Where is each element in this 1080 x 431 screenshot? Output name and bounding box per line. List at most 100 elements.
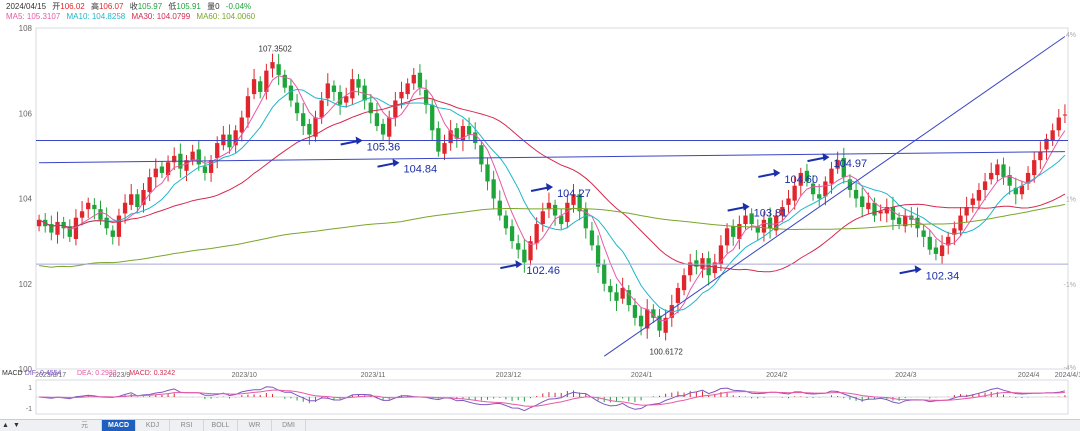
candle-body	[626, 290, 631, 306]
candle-body	[67, 226, 72, 237]
candle-body	[460, 126, 466, 141]
volume-value: 0	[215, 2, 220, 11]
candle-body	[595, 245, 601, 267]
macd-legend-1: DIF: 0.4554	[25, 370, 62, 377]
candle-body	[915, 217, 920, 229]
right-tick-label: 1%	[1066, 197, 1076, 204]
candle-body	[651, 309, 656, 318]
open-value: 106.02	[60, 2, 85, 11]
y-tick-label: 108	[19, 24, 33, 33]
candle-body	[503, 215, 509, 229]
plot-frame	[35, 27, 1069, 370]
candle-body	[540, 211, 545, 225]
candle-body	[98, 209, 103, 220]
candle-body	[534, 224, 539, 244]
candle-body	[804, 170, 810, 182]
candle-body	[331, 85, 337, 92]
macd-dea-line	[39, 389, 1065, 407]
candle-body	[976, 189, 982, 201]
candle-body	[61, 221, 66, 229]
arrow-head-icon	[742, 202, 750, 211]
candle-body	[307, 123, 312, 135]
scroll-down-icon[interactable]: ▼	[13, 422, 20, 429]
tab-boll[interactable]: BOLL	[204, 420, 238, 431]
candle-body	[368, 102, 373, 114]
x-tick-label: 2024/3	[895, 372, 917, 379]
candle-body	[36, 219, 42, 227]
arrow-head-icon	[914, 265, 922, 274]
macd-tick-label: 1	[28, 385, 32, 392]
candlestick-chart[interactable]: 108 106 104 102 100 4% 1% -1% -4% 107.3502 100.617…	[0, 22, 1080, 418]
candle-body	[1013, 187, 1018, 195]
candle-body	[835, 160, 840, 169]
tab-dmi[interactable]: DMI	[272, 420, 306, 431]
candle-body	[878, 211, 883, 214]
macd-legend-2: DEA: 0.2933	[77, 370, 117, 377]
macd-legend-3: MACD: 0.3242	[129, 370, 175, 377]
candle-body	[344, 96, 349, 103]
candle-body	[952, 228, 957, 235]
candle-body	[989, 172, 994, 180]
candle-body	[393, 100, 398, 118]
x-tick-label: 2024/4	[1018, 372, 1040, 379]
candle-body	[546, 202, 552, 210]
tab-rsi[interactable]: RSI	[170, 420, 204, 431]
candle-body	[374, 113, 380, 127]
candle-body	[761, 219, 767, 233]
low-label: 低	[168, 2, 177, 11]
scroll-up-icon[interactable]: ▲	[2, 422, 9, 429]
candle-body	[995, 164, 1000, 176]
candle-body	[884, 207, 889, 214]
candle-body	[645, 309, 650, 329]
candle-body	[233, 130, 238, 146]
candle-body	[356, 79, 361, 88]
tab-yuan[interactable]: 元	[68, 420, 102, 431]
candle-body	[921, 230, 926, 237]
price-callout-label: 103.81	[754, 208, 788, 220]
candle-body	[239, 117, 244, 133]
price-callout-label: 104.84	[404, 164, 438, 176]
right-tick-label: -4%	[1064, 365, 1076, 372]
candle-body	[847, 179, 853, 190]
candle-body	[522, 249, 527, 263]
candle-body	[116, 215, 122, 237]
candle-body	[417, 72, 423, 88]
tab-macd[interactable]: MACD	[102, 420, 136, 431]
arrow-head-icon	[392, 158, 400, 167]
ma-legend-row: MA5: 105.3107 MA10: 104.8258 MA30: 104.0…	[6, 12, 259, 22]
candle-body	[896, 217, 902, 225]
candle-body	[172, 155, 177, 163]
candle-body	[866, 202, 871, 210]
candle-body	[614, 292, 619, 301]
candle-body	[1032, 160, 1037, 176]
candle-body	[442, 143, 447, 154]
right-tick-label: -1%	[1064, 282, 1076, 289]
candle-body	[380, 123, 386, 135]
candle-body	[294, 102, 300, 114]
low-price-label: 100.6172	[650, 348, 684, 357]
ma-line-ma5	[38, 75, 1066, 321]
candle-body	[786, 198, 791, 205]
candle-body	[620, 288, 625, 299]
x-tick-label: 2024/4/15	[1055, 372, 1080, 379]
candle-body	[737, 224, 742, 239]
candle-body	[724, 228, 730, 246]
indicator-tab-bar: ▲ ▼ 元 MACD KDJ RSI BOLL WR DMI	[0, 419, 1080, 431]
close-label: 收	[129, 2, 138, 11]
candle-body	[202, 166, 208, 173]
candle-body	[313, 117, 318, 137]
tab-kdj[interactable]: KDJ	[136, 420, 170, 431]
candle-body	[92, 204, 97, 210]
candle-body	[423, 89, 429, 105]
candle-body	[939, 245, 945, 257]
arrow-head-icon	[773, 168, 781, 177]
candle-body	[153, 168, 158, 178]
x-tick-label: 2024/2	[766, 372, 788, 379]
candle-body	[190, 151, 195, 161]
macd-tick-label: -1	[26, 406, 32, 413]
candle-body	[964, 207, 969, 216]
candle-body	[147, 177, 152, 193]
tab-wr[interactable]: WR	[238, 420, 272, 431]
candle-body	[196, 149, 201, 165]
candle-body	[823, 181, 828, 197]
